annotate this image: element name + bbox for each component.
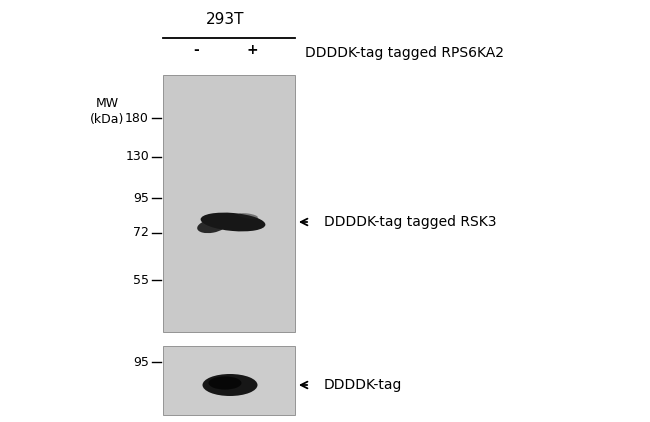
Text: DDDDK-tag tagged RSK3: DDDDK-tag tagged RSK3 — [324, 215, 497, 229]
Ellipse shape — [197, 219, 227, 233]
Ellipse shape — [203, 374, 257, 396]
Text: +: + — [246, 43, 258, 57]
Bar — [163, 75, 295, 332]
Text: DDDDK-tag: DDDDK-tag — [324, 378, 402, 392]
Ellipse shape — [201, 213, 265, 231]
Ellipse shape — [209, 376, 242, 390]
Text: 130: 130 — [125, 151, 149, 163]
Text: 293T: 293T — [206, 13, 244, 27]
Bar — [163, 346, 295, 415]
Text: 72: 72 — [133, 227, 149, 240]
Text: 180: 180 — [125, 111, 149, 124]
Text: 95: 95 — [133, 355, 149, 368]
Text: DDDDK-tag tagged RPS6KA2: DDDDK-tag tagged RPS6KA2 — [305, 46, 504, 60]
Text: -: - — [193, 43, 199, 57]
Text: MW
(kDa): MW (kDa) — [90, 97, 124, 126]
Text: 95: 95 — [133, 192, 149, 205]
Ellipse shape — [238, 213, 258, 219]
Text: 55: 55 — [133, 273, 149, 287]
